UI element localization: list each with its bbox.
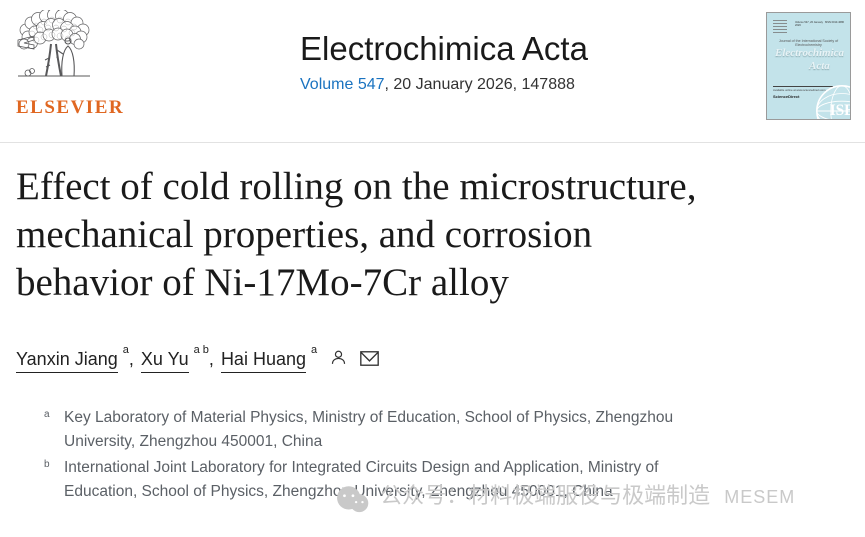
svg-text:ISE: ISE [830, 102, 851, 119]
